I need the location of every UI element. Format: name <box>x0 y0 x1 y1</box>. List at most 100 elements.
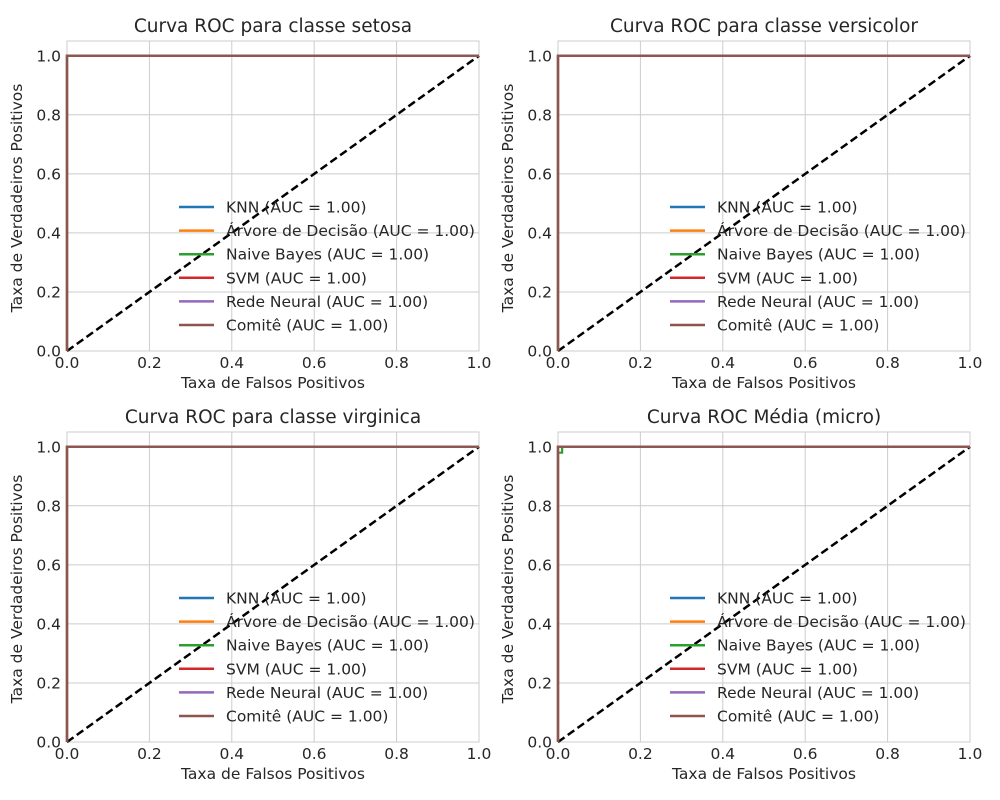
y-tick-label: 0.8 <box>36 106 61 124</box>
y-tick-label: 0.4 <box>36 224 61 242</box>
chart-panel-4: Curva ROC Média (micro) 0.0 0.2 0.4 0.6 0.8 1.… <box>499 407 982 783</box>
x-axis-label: Taxa de Falsos Positivos <box>671 374 856 392</box>
x-axis-label: Taxa de Falsos Positivos <box>180 765 365 783</box>
legend-label: Árvore de Decisão (AUC = 1.00) <box>226 221 475 240</box>
chart-panel-3: Curva ROC para classe virginica 0.0 0.2 0.4… <box>8 407 491 783</box>
series-line <box>556 445 970 742</box>
y-tick-label: 0.2 <box>36 674 61 692</box>
y-tick-label: 0.8 <box>527 106 552 124</box>
legend-label: Naive Bayes (AUC = 1.00) <box>226 637 429 655</box>
y-tick-label: 0.6 <box>527 556 552 574</box>
x-tick-label: 0.6 <box>302 745 327 763</box>
chance-diagonal-line <box>66 54 480 353</box>
legend-label: Árvore de Decisão (AUC = 1.00) <box>226 612 475 631</box>
legend-label: Naive Bayes (AUC = 1.00) <box>717 637 920 655</box>
x-tick-label: 0.6 <box>793 354 818 372</box>
legend-label: Comitê (AUC = 1.00) <box>717 708 879 726</box>
chart-panel-2: Curva ROC para classe versicolor 0.0 0.2 0.… <box>499 16 982 392</box>
y-tick-label: 0.8 <box>36 497 61 515</box>
legend-label: SVM (AUC = 1.00) <box>226 269 367 287</box>
legend-label: KNN (AUC = 1.00) <box>226 199 367 217</box>
legend-label: Rede Neural (AUC = 1.00) <box>226 684 428 702</box>
y-tick-label: 0.6 <box>527 165 552 183</box>
chart-title: Curva ROC para classe versicolor <box>610 16 918 37</box>
x-tick-label: 0.2 <box>137 745 162 763</box>
x-tick-label: 0.2 <box>628 354 653 372</box>
legend-label: Naive Bayes (AUC = 1.00) <box>226 246 429 264</box>
y-axis-label: Taxa de Verdadeiros Positivos <box>8 475 26 705</box>
y-tick-label: 1.0 <box>36 47 61 65</box>
x-tick-label: 1.0 <box>958 354 983 372</box>
y-tick-label: 0.0 <box>36 343 61 361</box>
y-tick-label: 0.6 <box>36 556 61 574</box>
y-tick-label: 0.8 <box>527 497 552 515</box>
chance-diagonal-line <box>557 445 971 744</box>
chance-diagonal-line <box>66 445 480 744</box>
legend-label: SVM (AUC = 1.00) <box>226 660 367 678</box>
legend-label: Naive Bayes (AUC = 1.00) <box>717 246 920 264</box>
series-line <box>65 445 479 742</box>
legend: KNN (AUC = 1.00) Árvore de Decisão (AUC =… <box>179 199 475 335</box>
y-tick-label: 0.0 <box>527 734 552 752</box>
y-tick-label: 1.0 <box>36 438 61 456</box>
legend-label: SVM (AUC = 1.00) <box>717 660 858 678</box>
series-line <box>65 54 479 351</box>
y-axis-label: Taxa de Verdadeiros Positivos <box>499 84 517 314</box>
x-tick-label: 0.0 <box>55 745 80 763</box>
legend-label: Comitê (AUC = 1.00) <box>226 708 388 726</box>
plot-area <box>67 41 479 351</box>
x-tick-label: 0.2 <box>628 745 653 763</box>
y-tick-label: 0.0 <box>527 343 552 361</box>
y-tick-label: 0.2 <box>36 283 61 301</box>
x-tick-label: 0.8 <box>875 354 900 372</box>
y-tick-label: 0.4 <box>527 224 552 242</box>
x-tick-label: 0.0 <box>546 745 571 763</box>
y-tick-label: 1.0 <box>527 47 552 65</box>
x-tick-label: 0.8 <box>384 745 409 763</box>
chart-title: Curva ROC para classe virginica <box>125 407 421 428</box>
legend-label: KNN (AUC = 1.00) <box>226 590 367 608</box>
x-tick-label: 0.8 <box>875 745 900 763</box>
x-tick-label: 0.0 <box>546 354 571 372</box>
y-tick-label: 0.6 <box>36 165 61 183</box>
chance-diagonal-line <box>557 54 971 353</box>
legend-label: Rede Neural (AUC = 1.00) <box>717 684 919 702</box>
legend: KNN (AUC = 1.00) Árvore de Decisão (AUC =… <box>179 590 475 726</box>
x-tick-label: 0.6 <box>793 745 818 763</box>
plot-area <box>67 432 479 742</box>
x-tick-label: 0.4 <box>219 354 244 372</box>
x-tick-label: 0.4 <box>710 354 735 372</box>
legend-label: Árvore de Decisão (AUC = 1.00) <box>717 612 966 631</box>
legend-label: KNN (AUC = 1.00) <box>717 199 858 217</box>
x-tick-label: 0.8 <box>384 354 409 372</box>
x-tick-label: 0.6 <box>302 354 327 372</box>
legend-label: Comitê (AUC = 1.00) <box>717 317 879 335</box>
y-tick-label: 0.2 <box>527 283 552 301</box>
legend-label: Rede Neural (AUC = 1.00) <box>226 293 428 311</box>
x-tick-label: 1.0 <box>958 745 983 763</box>
x-tick-label: 0.2 <box>137 354 162 372</box>
chart-title: Curva ROC Média (micro) <box>647 407 881 428</box>
chart-title: Curva ROC para classe setosa <box>134 16 412 37</box>
legend-label: Árvore de Decisão (AUC = 1.00) <box>717 221 966 240</box>
x-tick-label: 0.4 <box>710 745 735 763</box>
x-axis-label: Taxa de Falsos Positivos <box>180 374 365 392</box>
plot-area <box>558 41 970 351</box>
legend-label: SVM (AUC = 1.00) <box>717 269 858 287</box>
legend-label: Comitê (AUC = 1.00) <box>226 317 388 335</box>
x-tick-label: 0.4 <box>219 745 244 763</box>
y-tick-label: 0.2 <box>527 674 552 692</box>
y-tick-label: 0.0 <box>36 734 61 752</box>
y-tick-label: 1.0 <box>527 438 552 456</box>
plot-area <box>558 432 970 742</box>
x-tick-label: 0.0 <box>55 354 80 372</box>
legend-label: KNN (AUC = 1.00) <box>717 590 858 608</box>
chart-panel-1: Curva ROC para classe setosa 0.0 0.2 0.4 0.6… <box>8 16 491 392</box>
x-tick-label: 1.0 <box>467 745 492 763</box>
x-axis-label: Taxa de Falsos Positivos <box>671 765 856 783</box>
legend: KNN (AUC = 1.00) Árvore de Decisão (AUC =… <box>670 199 966 335</box>
y-tick-label: 0.4 <box>527 615 552 633</box>
legend: KNN (AUC = 1.00) Árvore de Decisão (AUC =… <box>670 590 966 726</box>
y-axis-label: Taxa de Verdadeiros Positivos <box>8 84 26 314</box>
